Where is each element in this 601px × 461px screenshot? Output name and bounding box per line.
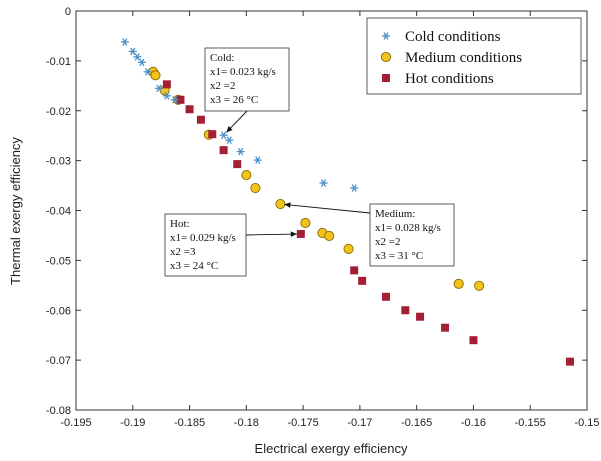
x-tick-label: -0.175: [288, 417, 319, 429]
y-tick-label: -0.02: [46, 106, 71, 118]
data-point: [474, 280, 485, 291]
arrow-head: [290, 231, 297, 237]
annotation-line: Medium:: [375, 208, 415, 220]
legend-label: Cold conditions: [405, 29, 501, 45]
data-point: [162, 80, 171, 89]
data-points: [120, 38, 574, 366]
y-axis-title: Thermal exergy efficiency: [8, 137, 23, 285]
annotation-arrow: [245, 233, 297, 236]
annotation-box: [204, 47, 290, 112]
data-point: [154, 84, 163, 93]
data-point: [137, 58, 146, 67]
annotation-line: x2 =3: [170, 246, 196, 258]
data-point: [275, 198, 286, 210]
x-tick-label: -0.185: [174, 417, 205, 429]
legend-box: [366, 17, 582, 95]
data-point: [241, 170, 252, 181]
series-asterisk: [120, 38, 359, 192]
data-point: [565, 357, 574, 366]
data-point: [416, 312, 425, 321]
legend-label: Hot conditions: [405, 71, 494, 87]
data-point: [170, 95, 179, 104]
data-point: [128, 47, 137, 56]
data-point: [120, 38, 129, 46]
data-point: [324, 230, 335, 241]
data-point: [453, 278, 464, 289]
data-point: [300, 217, 311, 229]
data-point: [250, 183, 261, 194]
y-tick-label: -0.05: [46, 255, 71, 267]
x-tick-label: -0.155: [515, 417, 546, 429]
legend: Cold conditions Medium conditions Hot cond…: [366, 17, 582, 95]
annotation-medium: Medium: x1= 0.028 kg/s x2 =2 x3 = 31 °C: [284, 202, 455, 267]
legend-marker: [382, 32, 390, 40]
y-tick-label: -0.04: [46, 206, 71, 218]
data-point: [296, 229, 305, 238]
arrow-head: [284, 202, 291, 208]
data-point: [219, 131, 228, 139]
legend-marker: [380, 51, 392, 63]
data-point: [319, 179, 328, 187]
data-point: [133, 53, 142, 61]
data-point: [208, 130, 217, 139]
axis-ticks: -0.195 -0.19 -0.185 -0.18 -0.175 -0.17 -0.165 -…: [46, 6, 600, 429]
data-point: [236, 147, 245, 156]
annotation-line: x1= 0.029 kg/s: [170, 232, 236, 244]
x-axis-title: Electrical exergy efficiency: [255, 441, 408, 456]
data-point: [162, 91, 171, 100]
x-tick-label: -0.15: [574, 417, 599, 429]
y-tick-label: -0.07: [46, 355, 71, 367]
annotation-hot: Hot: x1= 0.029 kg/s x2 =3 x3 = 24 °C: [164, 213, 297, 277]
data-point: [185, 105, 194, 114]
arrow-head: [226, 126, 233, 133]
annotations: Cold: x1= 0.023 kg/s x2 =2 x3 = 26 °C Hot: x1…: [164, 47, 455, 277]
y-tick-label: -0.01: [46, 56, 71, 68]
data-point: [350, 266, 359, 275]
annotation-arrow: [284, 203, 371, 214]
data-point: [469, 336, 478, 345]
annotation-line: x1= 0.028 kg/s: [375, 222, 441, 234]
data-point: [225, 136, 234, 144]
data-point: [143, 68, 152, 76]
data-point: [358, 276, 367, 285]
annotation-line: x3 = 31 °C: [375, 250, 423, 262]
annotation-cold: Cold: x1= 0.023 kg/s x2 =2 x3 = 26 °C: [204, 47, 290, 133]
data-point: [233, 160, 242, 169]
annotation-line: Hot:: [170, 218, 190, 230]
data-point: [343, 243, 354, 254]
x-tick-label: -0.18: [234, 417, 259, 429]
data-point: [176, 95, 185, 104]
x-tick-label: -0.16: [461, 417, 486, 429]
data-point: [382, 292, 391, 301]
y-tick-label: -0.06: [46, 305, 71, 317]
data-point: [150, 70, 161, 81]
annotation-line: x3 = 24 °C: [170, 260, 218, 272]
legend-label: Medium conditions: [405, 50, 522, 66]
annotation-line: x1= 0.023 kg/s: [210, 66, 276, 78]
annotation-line: x2 =2: [375, 236, 400, 248]
annotation-line: x3 = 26 °C: [210, 94, 258, 106]
y-tick-label: 0: [65, 6, 71, 18]
annotation-box: [369, 203, 455, 267]
annotation-line: x2 =2: [210, 80, 235, 92]
data-point: [219, 146, 228, 155]
annotation-box: [164, 213, 247, 277]
annotation-line: Cold:: [210, 52, 234, 64]
legend-marker: [382, 74, 390, 82]
x-tick-label: -0.195: [60, 417, 91, 429]
data-point: [401, 306, 410, 315]
data-point: [441, 323, 450, 332]
series-square: [162, 80, 574, 366]
data-point: [350, 184, 359, 192]
x-tick-label: -0.165: [401, 417, 432, 429]
y-tick-label: -0.03: [46, 156, 71, 168]
x-tick-label: -0.17: [347, 417, 372, 429]
data-point: [196, 115, 205, 124]
x-tick-label: -0.19: [120, 417, 145, 429]
y-tick-label: -0.08: [46, 405, 71, 417]
data-point: [253, 156, 262, 164]
